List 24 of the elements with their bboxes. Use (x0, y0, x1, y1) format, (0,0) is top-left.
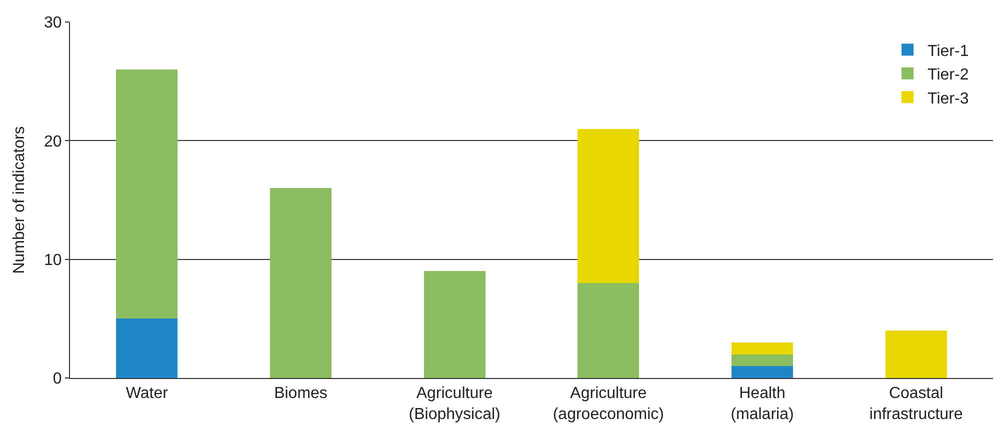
x-tick-label: Biomes (274, 385, 328, 402)
bar (731, 342, 794, 354)
bar (731, 354, 794, 366)
bar (885, 330, 947, 378)
legend-label: Tier-1 (928, 42, 969, 60)
x-tick-label: Agriculture (agroeconomic) (552, 385, 664, 423)
legend-label: Tier-2 (928, 66, 969, 84)
bar (270, 188, 332, 378)
bar (424, 271, 486, 378)
y-tick-label: 30 (44, 14, 62, 32)
bar (116, 318, 178, 378)
bar (116, 69, 178, 319)
y-tick-label: 0 (52, 370, 62, 388)
y-tick-label: 20 (44, 133, 62, 150)
bar (578, 128, 640, 284)
x-tick-label: Health (malaria) (730, 385, 794, 423)
y-axis-title: Number of indicators (10, 126, 28, 274)
bar (578, 283, 640, 378)
y-tick-label: 10 (44, 252, 62, 269)
x-tick-label: Coastal infrastructure (869, 385, 963, 423)
x-tick-label: Water (126, 385, 169, 402)
legend-label: Tier-3 (928, 90, 969, 108)
x-tick-label: Agriculture (Biophysical) (408, 385, 500, 423)
bar (731, 366, 794, 378)
